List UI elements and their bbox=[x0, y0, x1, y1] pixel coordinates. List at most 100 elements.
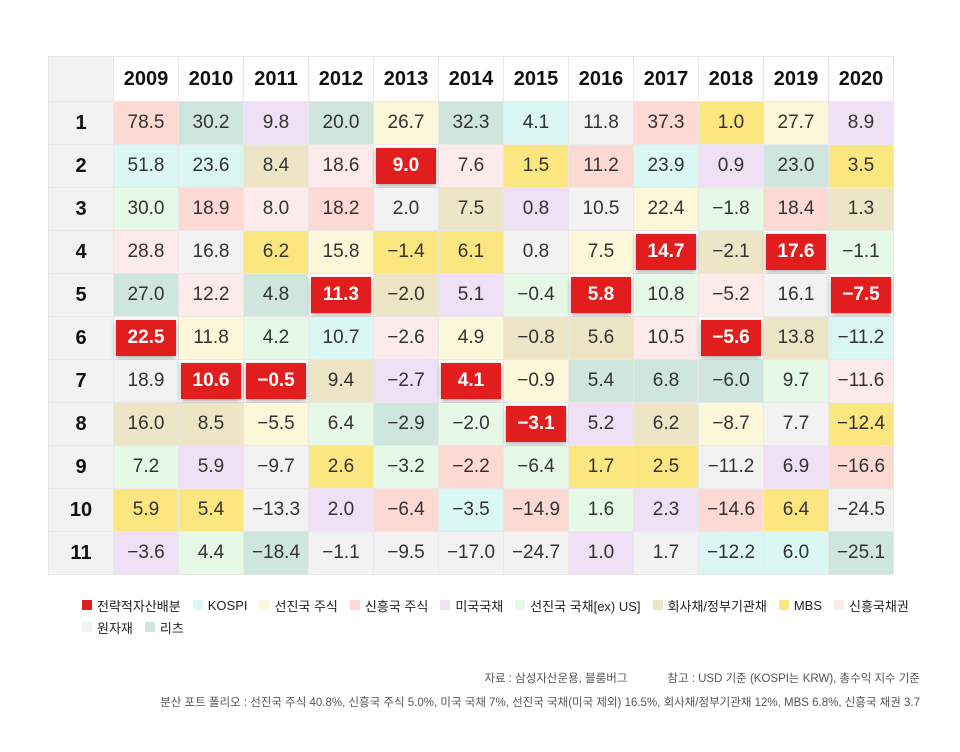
return-cell: −11.6 bbox=[828, 359, 894, 403]
strategic-allocation-value: 14.7 bbox=[636, 234, 696, 270]
return-cell: 6.9 bbox=[763, 445, 829, 489]
return-cell: −2.1 bbox=[698, 230, 764, 274]
return-cell: −3.2 bbox=[373, 445, 439, 489]
strategic-allocation-value: −3.1 bbox=[506, 406, 566, 442]
return-cell: 6.2 bbox=[633, 402, 699, 446]
rank-label: 8 bbox=[48, 402, 114, 446]
return-cell: 16.0 bbox=[113, 402, 179, 446]
return-cell: −14.9 bbox=[503, 488, 569, 532]
strategic-allocation-value: −0.5 bbox=[246, 363, 306, 399]
return-cell: 23.6 bbox=[178, 144, 244, 188]
return-cell: 9.7 bbox=[763, 359, 829, 403]
legend-item: 신흥국채권 bbox=[834, 594, 909, 616]
return-cell: −11.2 bbox=[698, 445, 764, 489]
return-cell: 9.4 bbox=[308, 359, 374, 403]
legend-swatch bbox=[144, 622, 155, 632]
return-cell: 11.8 bbox=[178, 316, 244, 360]
rank-label: 3 bbox=[48, 187, 114, 231]
return-cell: −5.6 bbox=[698, 316, 764, 360]
return-cell: 1.7 bbox=[633, 531, 699, 575]
strategic-allocation-value: −7.5 bbox=[831, 277, 891, 313]
return-cell: 7.2 bbox=[113, 445, 179, 489]
rank-row: 8 16.0 8.5 −5.5 6.4 −2.9 −2.0 −3.1 5.2 6.2 −8.7 7.7… bbox=[48, 402, 894, 446]
strategic-allocation-value: 22.5 bbox=[116, 320, 176, 356]
return-cell: −3.1 bbox=[503, 402, 569, 446]
legend-label: KOSPI bbox=[207, 597, 248, 613]
corner-cell bbox=[48, 56, 114, 102]
footnote-line-1: 자료 : 삼성자산운용, 블룸버그 참고 : USD 기준 (KOSPI는 KRW… bbox=[160, 667, 920, 691]
return-cell: 8.4 bbox=[243, 144, 309, 188]
footnotes: 자료 : 삼성자산운용, 블룸버그 참고 : USD 기준 (KOSPI는 KRW… bbox=[160, 667, 920, 715]
return-cell: 10.6 bbox=[178, 359, 244, 403]
year-header: 2018 bbox=[698, 56, 764, 102]
return-cell: −1.1 bbox=[308, 531, 374, 575]
return-cell: 7.6 bbox=[438, 144, 504, 188]
return-cell: 22.5 bbox=[113, 316, 179, 360]
return-cell: 0.8 bbox=[503, 187, 569, 231]
return-cell: 22.4 bbox=[633, 187, 699, 231]
return-cell: 18.6 bbox=[308, 144, 374, 188]
legend-item: 선진국 주식 bbox=[259, 594, 338, 616]
year-header: 2013 bbox=[373, 56, 439, 102]
return-cell: 18.9 bbox=[178, 187, 244, 231]
return-cell: 6.1 bbox=[438, 230, 504, 274]
return-cell: 17.6 bbox=[763, 230, 829, 274]
return-cell: 27.7 bbox=[763, 101, 829, 145]
return-cell: −2.0 bbox=[373, 273, 439, 317]
return-cell: −16.6 bbox=[828, 445, 894, 489]
return-cell: 14.7 bbox=[633, 230, 699, 274]
rank-row: 4 28.8 16.8 6.2 15.8 −1.4 6.1 0.8 7.5 14.7 −2.1 17.… bbox=[48, 230, 894, 274]
return-cell: −1.1 bbox=[828, 230, 894, 274]
return-cell: 7.5 bbox=[568, 230, 634, 274]
return-cell: −24.5 bbox=[828, 488, 894, 532]
legend-swatch bbox=[778, 600, 789, 610]
legend-label: 신흥국채권 bbox=[849, 598, 909, 614]
return-cell: 0.9 bbox=[698, 144, 764, 188]
strategic-allocation-value: 5.8 bbox=[571, 277, 631, 313]
return-cell: −0.5 bbox=[243, 359, 309, 403]
legend: 전략적자산배분 KOSPI 선진국 주식 신흥국 주식 미국국채 선진국 국채[ex) U… bbox=[82, 594, 922, 638]
return-cell: 26.7 bbox=[373, 101, 439, 145]
rank-row: 6 22.5 11.8 4.2 10.7 −2.6 4.9 −0.8 5.6 10.5 −5.6 13… bbox=[48, 316, 894, 360]
return-cell: −3.6 bbox=[113, 531, 179, 575]
year-header: 2019 bbox=[763, 56, 829, 102]
return-cell: 4.1 bbox=[503, 101, 569, 145]
year-header: 2020 bbox=[828, 56, 894, 102]
return-cell: 13.8 bbox=[763, 316, 829, 360]
return-cell: 8.5 bbox=[178, 402, 244, 446]
rank-label: 6 bbox=[48, 316, 114, 360]
return-cell: −24.7 bbox=[503, 531, 569, 575]
return-cell: 6.0 bbox=[763, 531, 829, 575]
legend-item: 전략적자산배분 bbox=[82, 594, 181, 616]
return-cell: −9.5 bbox=[373, 531, 439, 575]
return-cell: −6.4 bbox=[373, 488, 439, 532]
return-cell: −2.2 bbox=[438, 445, 504, 489]
return-cell: −17.0 bbox=[438, 531, 504, 575]
legend-item: KOSPI bbox=[192, 594, 248, 616]
legend-swatch bbox=[515, 600, 526, 610]
return-cell: 1.0 bbox=[698, 101, 764, 145]
return-cell: 8.0 bbox=[243, 187, 309, 231]
return-cell: −13.3 bbox=[243, 488, 309, 532]
return-cell: −5.2 bbox=[698, 273, 764, 317]
return-cell: 20.0 bbox=[308, 101, 374, 145]
legend-item: MBS bbox=[778, 594, 823, 616]
return-cell: −25.1 bbox=[828, 531, 894, 575]
return-cell: 23.9 bbox=[633, 144, 699, 188]
return-cell: 30.2 bbox=[178, 101, 244, 145]
legend-label: MBS bbox=[793, 597, 823, 613]
legend-item: 회사채/정부기관채 bbox=[652, 594, 767, 616]
return-cell: 30.0 bbox=[113, 187, 179, 231]
rank-label: 11 bbox=[48, 531, 114, 575]
return-cell: 2.0 bbox=[373, 187, 439, 231]
legend-swatch bbox=[652, 600, 663, 610]
legend-label: 선진국 주식 bbox=[274, 598, 338, 614]
return-cell: 5.9 bbox=[178, 445, 244, 489]
year-header: 2014 bbox=[438, 56, 504, 102]
portfolio-note: 분산 포트 폴리오 : 선진국 주식 40.8%, 신흥국 주식 5.0%, 미… bbox=[160, 697, 920, 709]
return-cell: 11.3 bbox=[308, 273, 374, 317]
source-note: 자료 : 삼성자산운용, 블룸버그 bbox=[484, 673, 628, 685]
return-cell: 5.9 bbox=[113, 488, 179, 532]
return-cell: −2.6 bbox=[373, 316, 439, 360]
return-cell: 9.8 bbox=[243, 101, 309, 145]
